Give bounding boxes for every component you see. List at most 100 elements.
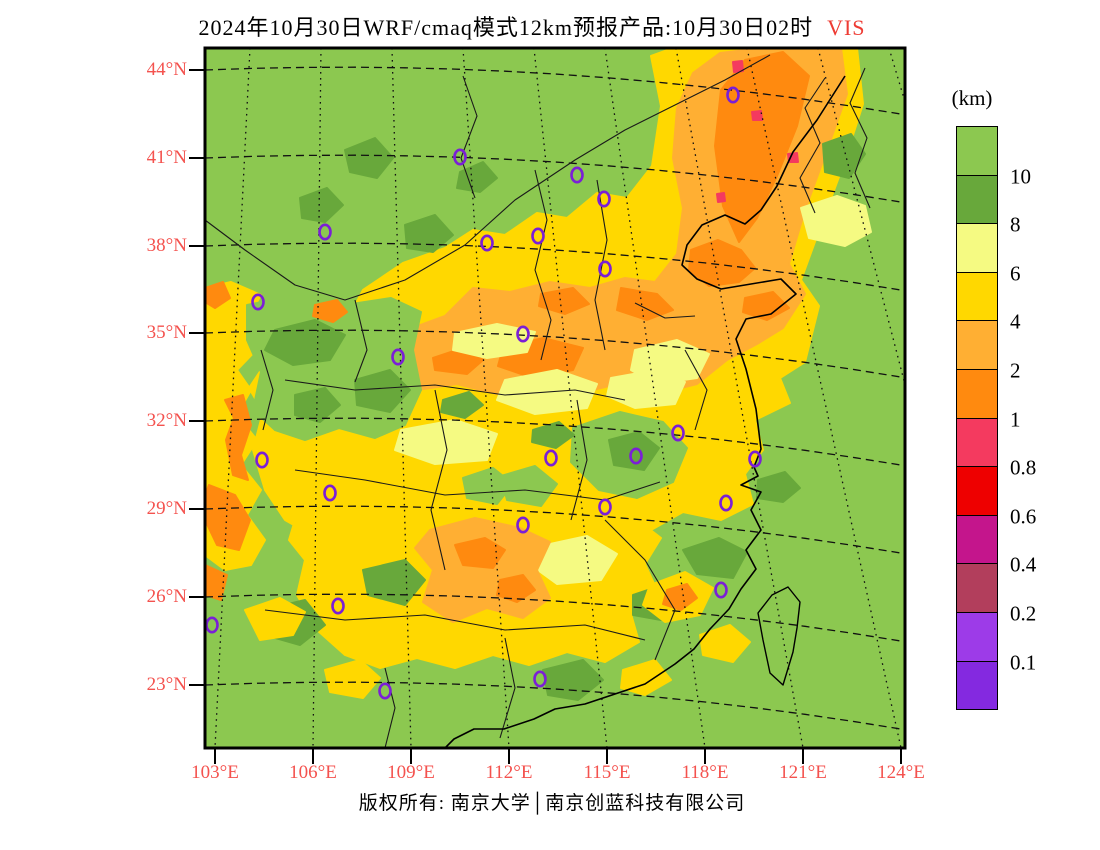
marker-layer — [205, 86, 762, 700]
visibility-region-dgreen — [531, 421, 575, 449]
longitude-gridline — [391, 48, 412, 748]
longitude-label: 103°E — [191, 762, 239, 783]
province-boundary — [799, 77, 826, 214]
visibility-region-dgreen — [756, 471, 801, 503]
legend-color-box — [956, 174, 998, 225]
taiwan-island-outline — [757, 586, 801, 686]
legend-color-box — [956, 271, 998, 322]
visibility-region-dgreen — [299, 187, 344, 223]
longitude-label: 124°E — [877, 762, 925, 783]
visibility-region-crimson — [716, 192, 726, 203]
visibility-region-crimson — [751, 110, 763, 121]
longitude-gridline — [312, 48, 322, 748]
city-marker — [531, 227, 545, 245]
visibility-region-dgreen — [354, 369, 411, 413]
city-marker — [453, 148, 467, 166]
visibility-region-dgreen — [440, 391, 484, 419]
longitude-label: 118°E — [681, 762, 729, 783]
legend-threshold-label: 1 — [1010, 407, 1021, 432]
legend-threshold-label: 0.2 — [1010, 601, 1037, 626]
visibility-region-orange — [454, 537, 506, 569]
visibility-region-yellow — [244, 597, 306, 641]
city-marker — [629, 447, 643, 465]
city-marker — [533, 670, 547, 688]
city-marker — [726, 86, 740, 104]
map-area — [189, 46, 907, 764]
visibility-region-dgreen — [542, 659, 604, 701]
city-marker — [748, 450, 762, 468]
city-marker — [323, 484, 337, 502]
field-layer — [205, 48, 905, 748]
map-frame — [203, 46, 907, 750]
city-marker — [255, 451, 269, 469]
longitude-gridline — [604, 48, 706, 748]
legend-color-box — [956, 660, 998, 711]
city-marker — [391, 348, 405, 366]
grid-layer — [205, 48, 905, 748]
visibility-region-bg — [500, 465, 558, 507]
visibility-region-crimson — [732, 60, 744, 73]
longitude-gridline — [817, 48, 905, 388]
legend-color-box — [956, 466, 998, 516]
province-boundary — [849, 67, 871, 209]
legend-color-box — [956, 514, 998, 565]
visibility-region-orange — [224, 394, 252, 481]
visibility-region-pale — [452, 323, 536, 359]
visibility-region-dgreen — [362, 559, 426, 606]
legend-color-box — [956, 223, 998, 273]
visibility-region-dgreen — [608, 431, 660, 471]
province-boundary — [205, 54, 771, 301]
city-marker — [516, 516, 530, 534]
latitude-label: 26°N — [146, 586, 187, 607]
province-boundary — [604, 519, 676, 661]
visibility-region-lorange — [414, 517, 551, 623]
province-boundary — [284, 379, 626, 401]
city-marker — [516, 325, 530, 343]
city-marker — [318, 223, 332, 241]
legend-threshold-label: 0.8 — [1010, 455, 1037, 480]
legend-threshold-label: 0.4 — [1010, 552, 1037, 577]
city-marker — [480, 234, 494, 252]
legend-threshold-label: 4 — [1010, 309, 1021, 334]
title-text: 2024年10月30日WRF/cmaq模式12km预报产品:10月30日02时 — [198, 15, 814, 40]
visibility-region-dgreen — [344, 137, 394, 179]
city-marker — [544, 449, 558, 467]
visibility-region-dgreen — [294, 387, 341, 423]
latitude-label: 23°N — [146, 674, 187, 695]
city-marker — [331, 597, 345, 615]
city-marker — [714, 581, 728, 599]
longitude-label: 121°E — [779, 762, 827, 783]
province-boundary — [499, 637, 516, 739]
legend-threshold-label: 10 — [1010, 164, 1031, 189]
legend-color-box — [956, 417, 998, 468]
latitude-label: 32°N — [146, 410, 187, 431]
latitude-label: 44°N — [146, 59, 187, 80]
visibility-region-pale — [800, 195, 872, 247]
visibility-region-dgreen — [682, 537, 748, 579]
legend-color-box — [956, 611, 998, 662]
province-boundary — [594, 179, 608, 351]
city-marker — [251, 293, 265, 311]
visibility-region-orange — [538, 287, 590, 315]
latitude-label: 29°N — [146, 498, 187, 519]
legend-color-box — [956, 563, 998, 613]
province-boundary — [260, 349, 274, 431]
province-boundary — [570, 399, 588, 521]
visibility-region-orange — [688, 239, 756, 287]
map-canvas — [189, 46, 907, 764]
legend-threshold-label: 0.6 — [1010, 504, 1037, 529]
province-boundary — [384, 667, 396, 748]
longitude-label: 106°E — [289, 762, 337, 783]
province-boundary — [430, 389, 448, 571]
legend-threshold-label: 8 — [1010, 212, 1021, 237]
province-boundary — [460, 75, 478, 199]
legend-unit-label: (km) — [951, 86, 993, 110]
visibility-region-orange — [312, 299, 348, 323]
visibility-region-orange — [205, 484, 251, 551]
visibility-region-orange — [205, 564, 228, 601]
latitude-label: 41°N — [146, 147, 187, 168]
legend-color-box — [956, 368, 998, 419]
city-marker — [570, 166, 584, 184]
city-marker — [597, 190, 611, 208]
